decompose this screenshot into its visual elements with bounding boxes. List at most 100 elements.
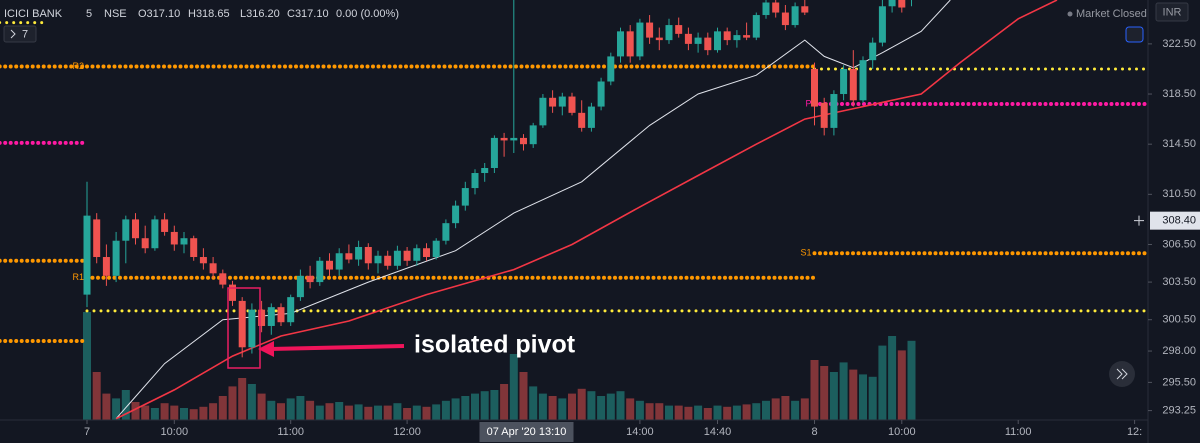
candle-body: [219, 273, 227, 285]
annotation: isolated pivot: [414, 331, 576, 359]
volume-bar: [490, 390, 499, 420]
volume-bar: [218, 396, 227, 420]
volume-bar: [674, 405, 683, 420]
candle-body: [520, 137, 527, 145]
candle-body: [675, 25, 683, 34]
indicator-count: 7: [22, 28, 28, 40]
candle-body: [529, 125, 537, 145]
candle-body: [161, 219, 169, 232]
volume-bar: [742, 404, 751, 420]
volume-bar: [306, 400, 315, 420]
candle-body: [393, 250, 401, 266]
candle-body: [452, 205, 460, 224]
candle-body: [190, 238, 198, 258]
high-value: H318.65: [188, 8, 230, 20]
change-value: 0.00 (0.00%): [336, 8, 399, 20]
y-tick-label: 314.50: [1162, 138, 1196, 150]
volume-bar: [150, 408, 159, 420]
candle-body: [132, 219, 139, 239]
candle-body: [840, 68, 848, 95]
volume-bar: [616, 391, 625, 420]
volume-bar: [432, 404, 441, 420]
volume-bar: [451, 398, 460, 420]
volume-bar: [723, 406, 732, 420]
volume-bar: [189, 409, 198, 420]
axes: R2 P R1 S1 322.50 318.50 314.50 310.50 306.50 303…: [72, 38, 1200, 442]
y-tick-label: 306.50: [1162, 238, 1196, 250]
volume-bar: [422, 406, 431, 420]
volume-bar: [480, 391, 489, 420]
volume-bar: [441, 400, 450, 420]
candle-body: [723, 31, 731, 41]
volume-bar: [694, 405, 703, 420]
header: ICICI BANK 5 NSE O317.10 H318.65 L316.20…: [3, 2, 1189, 43]
volume-bar: [665, 405, 673, 420]
volume-bar: [849, 369, 858, 420]
volume-bar: [878, 345, 887, 420]
volume-bar: [83, 312, 91, 420]
candle-body: [122, 219, 130, 241]
candle-body: [820, 102, 828, 128]
y-tick-label: 293.25: [1162, 405, 1196, 417]
volume-bar: [529, 386, 538, 420]
x-tick-label: 14:00: [626, 426, 654, 438]
volume-bar: [141, 405, 150, 420]
volume-bar: [112, 398, 121, 420]
candle-body: [316, 260, 324, 283]
open-value: O317.10: [138, 8, 180, 20]
candle-body: [442, 223, 450, 241]
arrow-head: [258, 341, 274, 357]
currency-box[interactable]: [1155, 2, 1189, 22]
candle-body: [762, 2, 770, 16]
close-value: C317.10: [287, 8, 329, 20]
volume-bar: [771, 398, 780, 420]
volume-bar: [257, 393, 266, 420]
candle-body: [878, 6, 886, 43]
candle-body: [869, 42, 877, 61]
volume-bar: [131, 402, 140, 420]
candle-body: [772, 2, 780, 13]
indicators-toggle[interactable]: [3, 25, 37, 43]
candle-body: [830, 94, 838, 128]
candle-body: [364, 246, 372, 264]
volume-bar: [364, 406, 373, 420]
candle-body: [471, 173, 479, 189]
candle-body: [112, 240, 120, 276]
volume-bar: [180, 408, 188, 420]
volume-bar: [403, 408, 412, 420]
volume-bar: [713, 405, 722, 420]
volume-bar: [325, 403, 334, 420]
price-label: 308.40: [1162, 215, 1196, 227]
volume-bar: [888, 336, 897, 420]
volume-bar: [732, 405, 741, 420]
volume-bar: [897, 350, 906, 420]
candle-body: [539, 97, 547, 126]
candle-body: [267, 307, 275, 326]
pivot-label: R1: [72, 272, 84, 282]
pivot-label: R2: [72, 61, 84, 71]
volume-bar: [752, 403, 761, 420]
chevron-icon: [10, 29, 16, 39]
candle-body: [791, 6, 799, 26]
volume-bar: [500, 384, 509, 420]
x-tick-label: 11:00: [277, 426, 304, 438]
candle-body: [743, 35, 751, 38]
candle-body: [898, 0, 906, 8]
volume-bar: [791, 400, 800, 420]
volume-bar: [286, 398, 295, 420]
y-tick-label: 310.50: [1162, 188, 1196, 200]
price-label-box: [1150, 211, 1200, 230]
volume-bar: [354, 404, 363, 420]
candle-body: [752, 15, 760, 38]
candle-body: [587, 106, 595, 128]
volume-bar: [170, 405, 179, 420]
volume-bar: [92, 372, 101, 420]
candle-body: [374, 255, 382, 264]
crosshair-time-label: 07 Apr '20 13:10: [487, 426, 567, 438]
candle-body: [549, 97, 557, 107]
volume-bar: [461, 396, 470, 420]
settings-button[interactable]: [1125, 26, 1144, 43]
candle-body: [500, 137, 508, 141]
plus-icon: [1134, 215, 1144, 226]
